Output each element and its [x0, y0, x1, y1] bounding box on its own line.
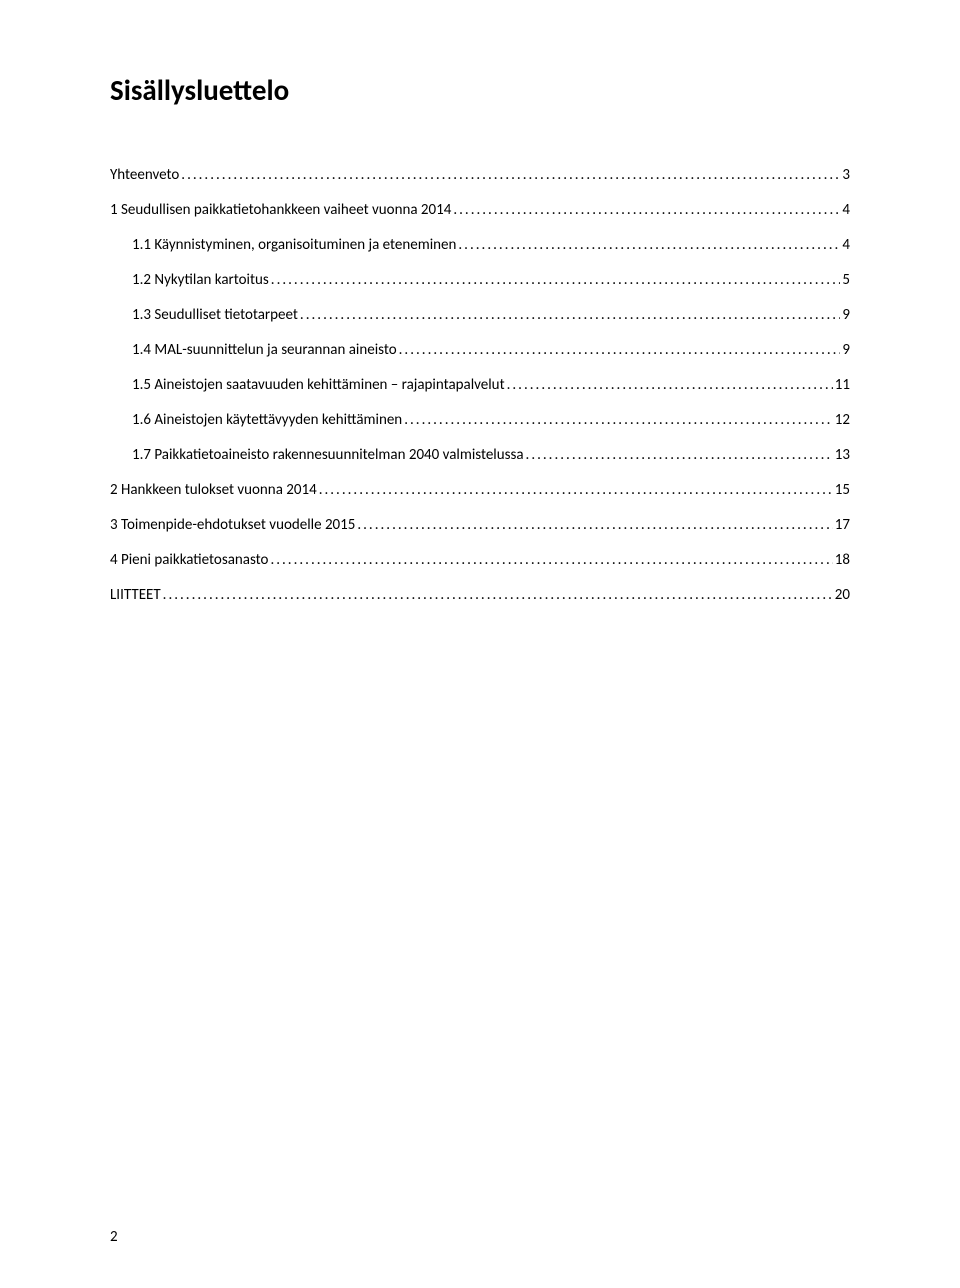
toc-page: 4 [842, 238, 850, 253]
toc-page: 9 [842, 308, 850, 323]
document-page: Sisällysluettelo Yhteenveto 3 1 Seudullise… [0, 0, 960, 1288]
toc-leader-dots [163, 588, 833, 603]
toc-label: 1.2 Nykytilan kartoitus [132, 273, 269, 288]
toc-page: 9 [842, 343, 850, 358]
toc-leader-dots [271, 273, 841, 288]
toc-row: 1.4 MAL-suunnittelun ja seurannan aineis… [110, 343, 850, 358]
toc-row: 1.2 Nykytilan kartoitus 5 [110, 273, 850, 288]
toc-label: 1.4 MAL-suunnittelun ja seurannan aineis… [132, 343, 397, 358]
toc-label: 1 Seudullisen paikkatietohankkeen vaihee… [110, 203, 451, 218]
toc-page: 3 [842, 168, 850, 183]
toc-page: 13 [835, 448, 850, 463]
toc-leader-dots [453, 203, 840, 218]
toc-leader-dots [526, 448, 833, 463]
toc-leader-dots [270, 553, 832, 568]
toc-row: 2 Hankkeen tulokset vuonna 2014 15 [110, 483, 850, 498]
toc-label: Yhteenveto [110, 168, 179, 183]
toc-label: 1.7 Paikkatietoaineisto rakennesuunnitel… [132, 448, 524, 463]
toc-leader-dots [181, 168, 840, 183]
toc-row: 4 Pieni paikkatietosanasto 18 [110, 553, 850, 568]
page-number: 2 [110, 1228, 118, 1246]
toc-label: 2 Hankkeen tulokset vuonna 2014 [110, 483, 317, 498]
toc-row: 1.6 Aineistojen käytettävyyden kehittämi… [110, 413, 850, 428]
toc-row: 1.7 Paikkatietoaineisto rakennesuunnitel… [110, 448, 850, 463]
toc-page: 20 [835, 588, 850, 603]
page-title: Sisällysluettelo [110, 72, 850, 108]
toc-leader-dots [399, 343, 841, 358]
toc-row: 1.5 Aineistojen saatavuuden kehittäminen… [110, 378, 850, 393]
toc-row: LIITTEET 20 [110, 588, 850, 603]
toc-label: 1.6 Aineistojen käytettävyyden kehittämi… [132, 413, 402, 428]
toc-row: Yhteenveto 3 [110, 168, 850, 183]
toc-page: 5 [842, 273, 850, 288]
table-of-contents: Yhteenveto 3 1 Seudullisen paikkatietohank… [110, 168, 850, 603]
toc-label: 1.5 Aineistojen saatavuuden kehittäminen… [132, 378, 505, 393]
toc-leader-dots [507, 378, 833, 393]
toc-row: 1.1 Käynnistyminen, organisoituminen ja … [110, 238, 850, 253]
toc-page: 4 [842, 203, 850, 218]
toc-page: 17 [835, 518, 850, 533]
toc-label: LIITTEET [110, 588, 161, 603]
toc-row: 3 Toimenpide-ehdotukset vuodelle 2015 17 [110, 518, 850, 533]
toc-page: 18 [835, 553, 850, 568]
toc-page: 15 [835, 483, 850, 498]
toc-label: 1.3 Seudulliset tietotarpeet [132, 308, 298, 323]
toc-leader-dots [458, 238, 840, 253]
toc-label: 4 Pieni paikkatietosanasto [110, 553, 268, 568]
toc-page: 11 [835, 378, 850, 393]
toc-row: 1 Seudullisen paikkatietohankkeen vaihee… [110, 203, 850, 218]
toc-leader-dots [300, 308, 840, 323]
toc-leader-dots [404, 413, 833, 428]
toc-leader-dots [319, 483, 833, 498]
toc-row: 1.3 Seudulliset tietotarpeet 9 [110, 308, 850, 323]
toc-label: 1.1 Käynnistyminen, organisoituminen ja … [132, 238, 456, 253]
toc-page: 12 [835, 413, 850, 428]
toc-label: 3 Toimenpide-ehdotukset vuodelle 2015 [110, 518, 355, 533]
toc-leader-dots [357, 518, 832, 533]
